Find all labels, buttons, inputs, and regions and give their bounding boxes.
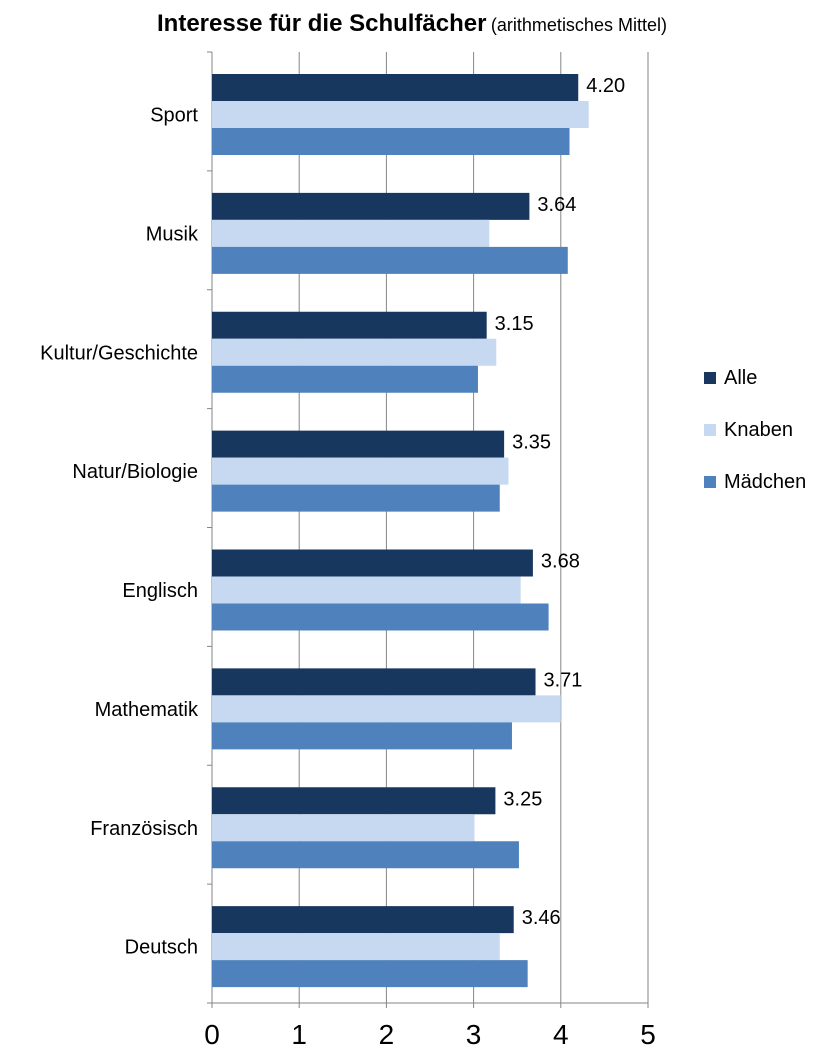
category-label-mathematik: Mathematik	[95, 699, 199, 721]
bar-kultur-geschichte-alle	[212, 311, 487, 339]
data-label-natur-biologie: 3.35	[512, 432, 551, 454]
category-label-franz-sisch: Französisch	[90, 818, 198, 840]
legend-swatch-alle	[704, 372, 716, 384]
data-label-sport: 4.20	[586, 75, 625, 97]
x-tick-label-2: 2	[379, 1019, 395, 1050]
chart-legend: Alle Knaben Mädchen	[704, 352, 806, 508]
x-tick-label-0: 0	[204, 1019, 220, 1050]
chart-title: Interesse für die Schulfächer	[157, 10, 487, 37]
bar-sport-knaben	[212, 101, 589, 128]
legend-label-knaben: Knaben	[724, 418, 793, 441]
category-label-englisch: Englisch	[122, 580, 198, 602]
legend-swatch-maedchen	[704, 476, 716, 488]
legend-item-alle: Alle	[704, 352, 806, 404]
bar-mathematik-knaben	[212, 695, 561, 723]
bar-natur-biologie-mädchen	[212, 484, 500, 512]
bar-deutsch-alle	[212, 906, 514, 934]
data-label-deutsch: 3.46	[522, 907, 561, 929]
category-label-deutsch: Deutsch	[125, 937, 198, 959]
x-tick-label-4: 4	[553, 1019, 569, 1050]
bar-sport-mädchen	[212, 128, 570, 155]
x-tick-label-5: 5	[640, 1019, 656, 1050]
category-label-musik: Musik	[146, 223, 199, 245]
bar-kultur-geschichte-mädchen	[212, 365, 478, 393]
bar-sport-alle	[212, 74, 579, 101]
legend-swatch-knaben	[704, 424, 716, 436]
bar-natur-biologie-knaben	[212, 457, 509, 485]
bar-deutsch-mädchen	[212, 960, 528, 988]
category-label-sport: Sport	[150, 105, 198, 127]
x-tick-label-1: 1	[291, 1019, 307, 1050]
data-label-franz-sisch: 3.25	[503, 788, 542, 810]
bar-kultur-geschichte-knaben	[212, 338, 497, 366]
category-label-kultur-geschichte: Kultur/Geschichte	[40, 342, 198, 364]
bar-mathematik-alle	[212, 668, 536, 696]
data-label-mathematik: 3.71	[544, 669, 583, 691]
chart-title-block: Interesse für die Schulfächer (arithmeti…	[0, 10, 824, 38]
legend-item-knaben: Knaben	[704, 404, 806, 456]
bar-musik-knaben	[212, 219, 490, 247]
bar-natur-biologie-alle	[212, 430, 505, 458]
bar-deutsch-knaben	[212, 933, 500, 961]
data-label-musik: 3.64	[537, 194, 576, 216]
bar-englisch-alle	[212, 549, 533, 577]
bar-englisch-knaben	[212, 576, 521, 604]
bar-franz-sisch-alle	[212, 787, 496, 815]
data-label-englisch: 3.68	[541, 551, 580, 573]
chart-subtitle: (arithmetisches Mittel)	[490, 15, 667, 35]
bar-musik-alle	[212, 192, 530, 220]
data-label-kultur-geschichte: 3.15	[495, 313, 534, 335]
legend-label-maedchen: Mädchen	[724, 470, 807, 493]
x-tick-label-3: 3	[466, 1019, 482, 1050]
bar-musik-mädchen	[212, 246, 568, 274]
bar-mathematik-mädchen	[212, 722, 512, 750]
bar-franz-sisch-knaben	[212, 814, 475, 842]
legend-item-maedchen: Mädchen	[704, 456, 806, 508]
category-label-natur-biologie: Natur/Biologie	[72, 461, 198, 483]
bar-englisch-mädchen	[212, 603, 549, 631]
legend-label-alle: Alle	[724, 366, 758, 389]
bar-franz-sisch-mädchen	[212, 841, 519, 869]
